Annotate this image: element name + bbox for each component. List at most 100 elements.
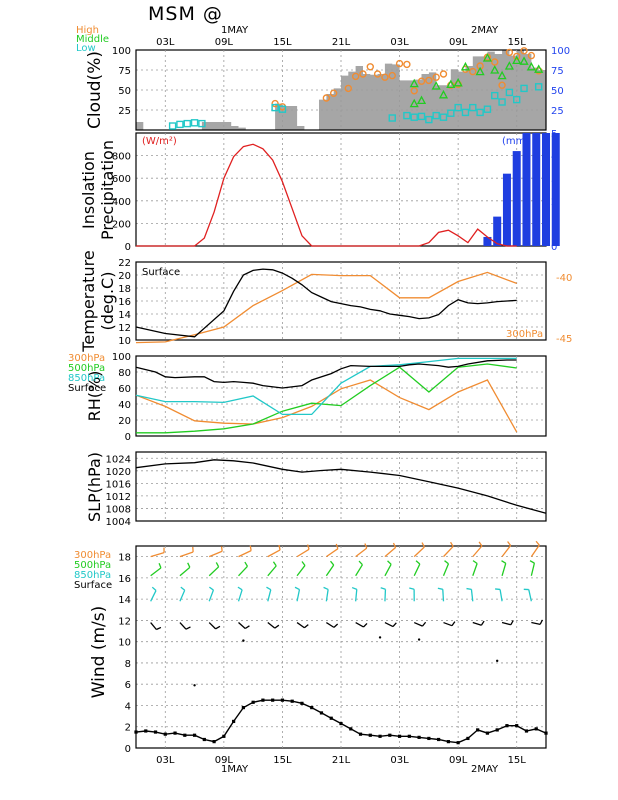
cloud-middle-point: [438, 89, 449, 99]
wind-barb-flag: [208, 586, 214, 591]
wind-surface-point: [339, 721, 343, 726]
legend-middle: Middle: [76, 34, 110, 45]
precip-ylabel: Precipitation: [98, 140, 117, 240]
date-label-bottom-1: 1MAY: [221, 764, 249, 775]
time-label-bottom: 15L: [273, 755, 292, 766]
cloud-middle-point: [416, 95, 427, 105]
wind-barb: [470, 589, 474, 602]
precip-bar: [502, 173, 511, 246]
wind-barb-flag: [358, 560, 363, 566]
wind-barb-flag: [501, 560, 507, 564]
wind-barb: [325, 548, 339, 558]
wind-surface-point: [241, 706, 245, 710]
wind-barb: [472, 621, 482, 626]
cloud-high-point: [491, 58, 499, 66]
insol-ytick: 0: [125, 242, 131, 253]
legend-high: High: [76, 25, 99, 36]
wind-barb: [528, 589, 532, 602]
wind-barb-flag: [437, 587, 443, 590]
wind-barb: [150, 590, 157, 602]
wind-barb: [531, 621, 541, 625]
slp-line: [135, 459, 547, 514]
wind-barb: [325, 589, 329, 602]
wind-surface-point: [407, 734, 411, 738]
cloud-high-point: [366, 63, 374, 71]
wind-ytick: 4: [125, 701, 131, 712]
cloud-low-point: [461, 108, 470, 117]
wind-surface-point: [202, 737, 206, 742]
temp-300hpa-line: [135, 271, 517, 344]
cloud-high-point: [469, 67, 477, 76]
cloud-high-point: [520, 47, 528, 55]
cloud-low-point: [513, 95, 521, 104]
wind-barb: [296, 589, 301, 602]
cloud-low-point: [403, 111, 411, 120]
time-label-bottom: 21L: [332, 755, 351, 766]
cloud-low-point: [388, 114, 396, 122]
wind-barb-flag: [466, 587, 472, 591]
rh-legend-item: 500hPa: [68, 363, 105, 374]
cloud-middle-point: [460, 61, 471, 71]
cloud-low-point: [176, 120, 184, 129]
time-label-top: 21L: [332, 37, 351, 48]
wind-surface-point: [544, 731, 548, 735]
wind-surface-point: [290, 699, 294, 703]
wind-barb: [179, 622, 187, 630]
rh-line-300hPa: [135, 379, 518, 433]
wind-barb-flag: [380, 587, 386, 590]
wind-ytick: 2: [125, 723, 131, 734]
wind-barb: [208, 589, 215, 602]
wind-ytick: 10: [118, 638, 131, 649]
wind-surface-point: [524, 729, 529, 733]
wind-barb: [238, 565, 248, 577]
cloud-high-point: [351, 72, 360, 81]
wind-ytick: 6: [125, 680, 131, 691]
cloud-low-point: [168, 122, 177, 130]
slp-ylabel: SLP(hPa): [85, 452, 104, 522]
precip-unit: (mm): [502, 136, 529, 147]
cloud-low-point: [520, 84, 528, 93]
wind-barb: [237, 589, 243, 602]
cloud-high-point: [359, 70, 367, 78]
time-label-bottom: 03L: [156, 755, 175, 766]
cloud-middle-point: [453, 77, 463, 87]
cloud-low-point: [469, 103, 477, 112]
wind-barb: [413, 621, 423, 627]
cloud-low-point: [410, 113, 418, 121]
time-label-top: 15L: [273, 37, 292, 48]
wind-surface-point: [466, 736, 470, 741]
cloud-high-point: [322, 94, 331, 102]
temp-ylabel: Temperature: [79, 250, 98, 352]
wind-barb: [208, 550, 223, 558]
wind-surface-point: [417, 735, 421, 739]
cloud-low-point: [432, 111, 440, 120]
wind-barb: [208, 566, 220, 577]
cloud-high-point: [344, 84, 353, 93]
wind-surface-point: [310, 706, 314, 710]
rh-ytick: 100: [112, 352, 131, 363]
cloud-high-point: [403, 60, 411, 69]
wind-barb-flag: [185, 626, 191, 630]
cloud-low-point: [271, 103, 279, 112]
time-label-top: 03L: [156, 37, 175, 48]
rh-line-850hPa: [135, 357, 517, 416]
wind-ylabel: Wind (m/s): [89, 606, 109, 699]
temp-ytick: 18: [118, 284, 131, 295]
cloud-low-point: [454, 103, 462, 112]
cloud-middle-point: [482, 53, 493, 62]
wind-ytick: 16: [118, 574, 131, 585]
insol-ytick: 600: [112, 174, 131, 185]
cloud-high-point: [513, 52, 521, 61]
rh-line-500hPa: [136, 363, 517, 434]
wind-barb-flag: [529, 560, 535, 564]
temp-surface-label: Surface: [142, 267, 180, 278]
cloud-low-point: [198, 119, 206, 128]
wind-barb: [325, 564, 335, 577]
temp-ylabel-unit: (deg.C): [98, 272, 117, 331]
insol-ylabel: Insolation: [79, 151, 98, 229]
cloud-ytick: 100: [112, 46, 131, 57]
temp-ytick: 16: [118, 297, 131, 308]
precip-bar: [512, 151, 521, 246]
rh-ytick: 20: [118, 416, 131, 427]
